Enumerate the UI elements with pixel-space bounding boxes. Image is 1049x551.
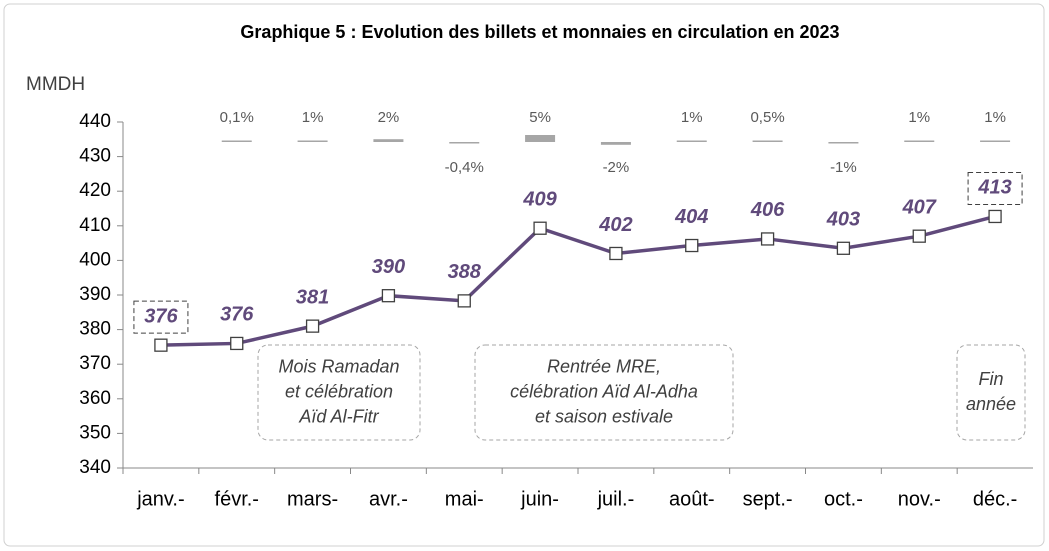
change-bar	[449, 142, 480, 144]
change-label: -2%	[603, 159, 630, 176]
data-label: 407	[902, 196, 937, 218]
change-bar	[297, 140, 328, 142]
y-tick-label: 400	[79, 249, 111, 270]
marker	[154, 338, 168, 352]
line	[160, 214, 996, 347]
annotation-box	[257, 344, 421, 441]
change-label: 0,1%	[220, 109, 254, 126]
annotation-text: année	[966, 394, 1016, 414]
y-tick-label: 350	[79, 422, 111, 443]
chart-frame	[3, 3, 1045, 547]
change-label: 1%	[908, 109, 930, 126]
x-tick-label: oct.-	[824, 488, 863, 510]
data-label: 376	[220, 304, 254, 326]
y-tick-label: 440	[79, 111, 111, 132]
marker	[912, 229, 926, 243]
annotation-box	[956, 344, 1026, 441]
data-label: 409	[522, 189, 557, 211]
data-label: 413	[977, 177, 1011, 199]
change-bar	[600, 142, 631, 145]
data-label: 402	[598, 214, 632, 236]
y-tick-label: 420	[79, 180, 111, 201]
y-tick-label: 380	[79, 319, 111, 340]
label-box	[133, 300, 189, 334]
y-tick-label: 340	[79, 457, 111, 478]
x-tick-label: févr.-	[215, 488, 259, 510]
change-label: -1%	[830, 159, 857, 176]
change-bar	[373, 139, 404, 142]
marker	[988, 209, 1002, 224]
marker	[457, 294, 471, 308]
data-label: 376	[144, 305, 178, 327]
change-bar	[828, 142, 859, 144]
marker	[381, 289, 396, 303]
change-bar	[980, 140, 1011, 142]
x-tick-label: nov.-	[898, 488, 941, 510]
y-tick-label: 370	[79, 353, 111, 374]
annotation-text: et saison estivale	[535, 406, 673, 426]
x-tick-label: mars-	[287, 488, 338, 510]
marker	[230, 336, 244, 351]
y-axis-label: MMDH	[26, 74, 85, 95]
change-label: 1%	[681, 109, 703, 126]
data-label: 390	[372, 256, 405, 278]
marker	[533, 221, 547, 235]
change-label: -0,4%	[445, 159, 484, 176]
y-tick-label: 360	[79, 388, 111, 409]
change-bar	[221, 140, 252, 142]
change-bar	[904, 140, 935, 142]
change-label: 1%	[302, 109, 324, 126]
annotation-text: et célébration	[285, 381, 393, 401]
y-tick-label: 390	[79, 284, 111, 305]
change-label: 2%	[378, 109, 400, 126]
change-label: 0,5%	[750, 109, 784, 126]
annotation-text: Rentrée MRE,	[547, 356, 661, 376]
x-tick-label: juin-	[520, 488, 559, 510]
annotation-text: Mois Ramadan	[278, 356, 399, 376]
x-tick-label: sept.-	[743, 488, 793, 510]
annotation-text: célébration Aïd Al-Adha	[510, 381, 698, 401]
data-label: 388	[448, 261, 482, 283]
change-bar	[752, 140, 783, 142]
marker	[836, 241, 851, 255]
annotation-text: Fin	[978, 369, 1003, 389]
data-label: 381	[296, 286, 329, 308]
x-tick-label: janv.-	[136, 488, 184, 510]
x-tick-label: avr.-	[369, 488, 408, 510]
annotation-text: Aïd Al-Fitr	[298, 406, 379, 426]
data-label: 406	[750, 199, 785, 221]
marker	[609, 246, 623, 261]
x-tick-label: déc.-	[973, 488, 1017, 510]
y-tick-label: 430	[79, 146, 111, 167]
label-box	[967, 171, 1023, 205]
data-label: 404	[674, 206, 708, 228]
annotation-box	[474, 344, 734, 441]
x-tick-label: août-	[669, 488, 715, 510]
change-bar	[525, 135, 556, 142]
change-label: 5%	[529, 109, 551, 126]
marker	[685, 238, 699, 253]
marker	[760, 232, 775, 246]
x-tick-label: juil.-	[597, 488, 635, 510]
change-label: 1%	[984, 109, 1006, 126]
marker	[305, 319, 320, 333]
x-tick-label: mai-	[445, 488, 484, 510]
change-bar	[676, 140, 707, 142]
data-label: 403	[826, 209, 860, 231]
chart-title: Graphique 5 : Evolution des billets et m…	[240, 22, 839, 42]
y-tick-label: 410	[79, 215, 111, 236]
